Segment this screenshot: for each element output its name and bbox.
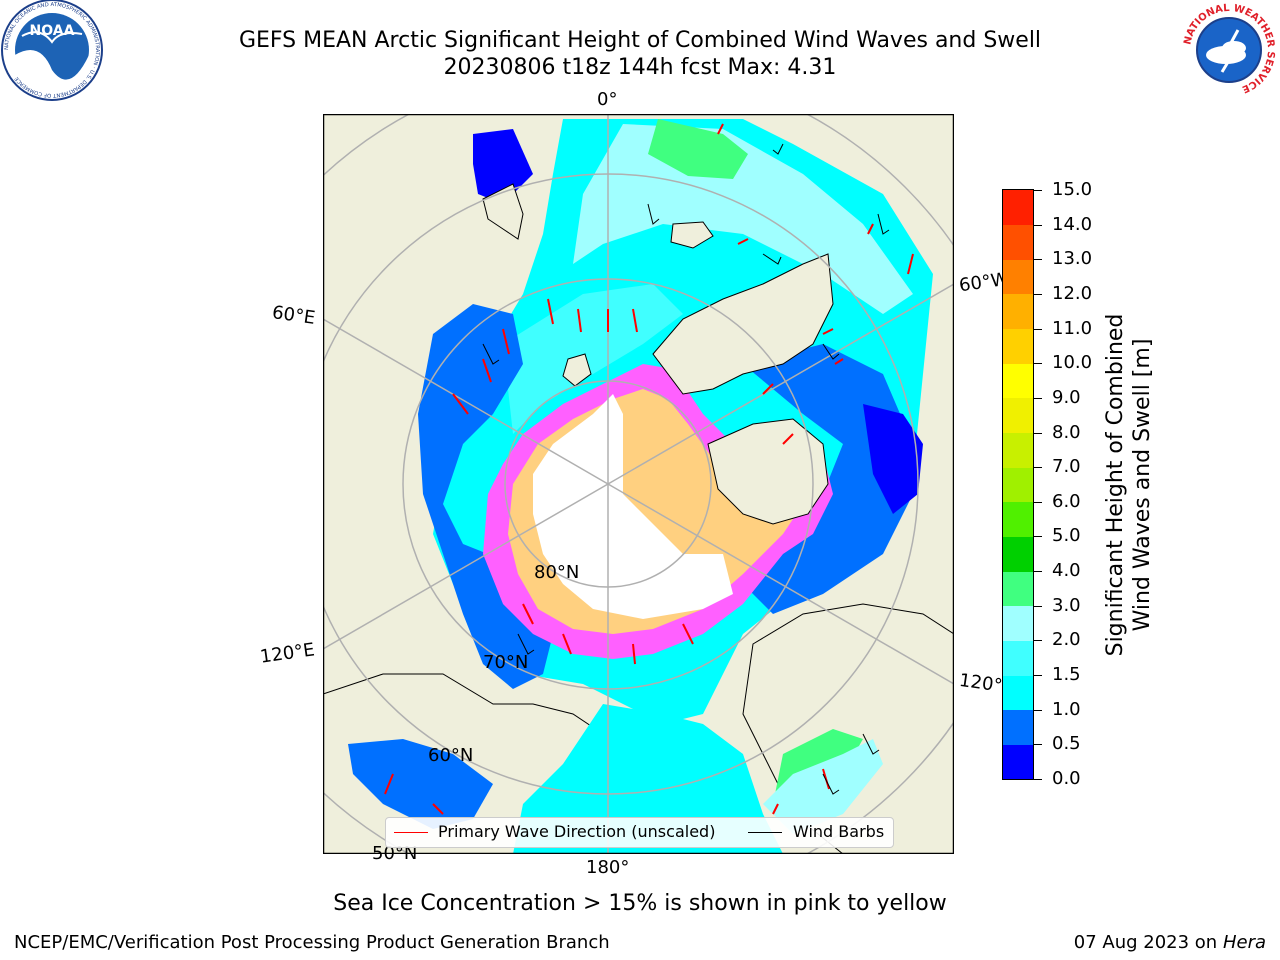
primary-wave-legend-label: Primary Wave Direction (unscaled) xyxy=(438,822,716,841)
map-legend: Primary Wave Direction (unscaled) Wind B… xyxy=(385,817,894,848)
wave-direction-arrows xyxy=(384,123,914,815)
ocean-pacific-lightblue xyxy=(763,739,883,834)
wind-barbs-legend-line xyxy=(748,832,782,833)
ocean-bering xyxy=(513,704,783,854)
colorbar-tick-label: 10.0 xyxy=(1052,352,1093,374)
primary-wave-legend-line xyxy=(394,832,428,833)
land-iceland xyxy=(670,221,714,249)
colorbar-segment xyxy=(1003,259,1033,295)
colorbar-tick-label: 8.0 xyxy=(1052,421,1081,443)
colorbar-tick xyxy=(1034,571,1042,573)
colorbar-tick-label: 0.0 xyxy=(1052,768,1081,789)
land-greenland xyxy=(652,253,834,395)
colorbar-segment xyxy=(1003,467,1033,503)
colorbar-segment xyxy=(1003,709,1033,745)
colorbar xyxy=(1002,189,1034,780)
colorbar-tick-label: 5.0 xyxy=(1052,525,1081,547)
colorbar-tick xyxy=(1034,675,1042,677)
ocean-okhotsk xyxy=(348,739,493,829)
footer-credit: NCEP/EMC/Verification Post Processing Pr… xyxy=(14,932,610,953)
colorbar-tick-label: 7.0 xyxy=(1052,456,1081,478)
colorbar-tick xyxy=(1034,397,1042,399)
lat-label-70n: 70°N xyxy=(483,652,529,673)
colorbar-tick xyxy=(1034,190,1042,191)
colorbar-segment xyxy=(1003,640,1033,676)
colorbar-tick xyxy=(1034,779,1042,780)
colorbar-tick xyxy=(1034,536,1042,538)
colorbar-tick xyxy=(1034,744,1042,746)
colorbar-label-line1: Significant Height of Combined xyxy=(1103,313,1128,657)
colorbar-label-line2: Wind Waves and Swell [m] xyxy=(1130,338,1155,632)
colorbar-tick xyxy=(1034,293,1042,295)
colorbar-tick xyxy=(1034,640,1042,642)
coastal-deep-blue xyxy=(863,404,923,514)
colorbar-segment xyxy=(1003,224,1033,260)
colorbar-tick-label: 14.0 xyxy=(1052,213,1093,235)
colorbar-label: Significant Height of Combined Wind Wave… xyxy=(1102,314,1156,657)
colorbar-segment xyxy=(1003,363,1033,399)
colorbar-segment xyxy=(1003,432,1033,468)
colorbar-segment xyxy=(1003,190,1033,226)
ocean-band-2 xyxy=(503,284,683,434)
colorbar-tick xyxy=(1034,259,1042,261)
lon-label-60e: 60°E xyxy=(270,302,317,329)
colorbar-segment xyxy=(1003,675,1033,711)
lon-label-120e: 120°E xyxy=(258,639,316,668)
noaa-logo-text: NOAA xyxy=(30,23,75,39)
land-canada-arctic xyxy=(707,418,829,525)
colorbar-tick-label: 1.5 xyxy=(1052,664,1081,686)
footer-date: 07 Aug 2023 on Hera xyxy=(1074,932,1266,953)
lat-label-60n: 60°N xyxy=(428,745,474,766)
lon-label-180: 180° xyxy=(586,857,630,878)
colorbar-segment xyxy=(1003,501,1033,537)
graticule xyxy=(323,114,954,854)
footer-host: Hera xyxy=(1222,932,1266,953)
colorbar-segment xyxy=(1003,293,1033,330)
colorbar-tick xyxy=(1034,363,1042,365)
colorbar-segment xyxy=(1003,744,1033,780)
colorbar-tick-label: 13.0 xyxy=(1052,248,1093,270)
polar-white xyxy=(533,394,733,619)
lat-label-50n: 50°N xyxy=(372,843,418,864)
arctic-wave-map xyxy=(323,114,954,854)
colorbar-tick-label: 0.5 xyxy=(1052,733,1081,755)
land-scandinavia xyxy=(482,183,524,240)
colorbar-tick xyxy=(1034,328,1042,330)
colorbar-tick xyxy=(1034,432,1042,434)
colorbar-segment xyxy=(1003,571,1033,607)
colorbar-tick-label: 11.0 xyxy=(1052,317,1093,339)
ocean-swell-3m xyxy=(648,119,748,179)
colorbar-tick-label: 15.0 xyxy=(1052,179,1093,200)
chart-subtitle: 20230806 t18z 144h fcst Max: 4.31 xyxy=(443,55,837,80)
footer-date-text: 07 Aug 2023 on xyxy=(1073,932,1218,953)
colorbar-tick xyxy=(1034,224,1042,226)
colorbar-tick-label: 3.0 xyxy=(1052,594,1081,616)
wind-barbs-legend-label: Wind Barbs xyxy=(793,822,885,841)
colorbar-tick-label: 4.0 xyxy=(1052,560,1081,582)
chart-title: GEFS MEAN Arctic Significant Height of C… xyxy=(238,28,1042,53)
nws-logo: NATIONAL WEATHER SERVICE xyxy=(1181,2,1277,98)
wind-barbs xyxy=(482,143,890,795)
colorbar-tick-label: 9.0 xyxy=(1052,386,1081,408)
lat-label-80n: 80°N xyxy=(534,562,580,583)
colorbar-tick-label: 1.0 xyxy=(1052,698,1081,720)
colorbar-tick-label: 12.0 xyxy=(1052,282,1093,304)
colorbar-segment xyxy=(1003,328,1033,364)
colorbar-tick-label: 2.0 xyxy=(1052,629,1081,651)
colorbar-segment xyxy=(1003,605,1033,641)
lon-label-0: 0° xyxy=(597,89,618,110)
colorbar-tick xyxy=(1034,605,1042,607)
colorbar-segment xyxy=(1003,397,1033,434)
land-svalbard xyxy=(562,353,592,387)
noaa-logo: NOAA NATIONAL OCEANIC AND ATMOSPHERIC AD… xyxy=(1,0,103,101)
colorbar-segment xyxy=(1003,536,1033,572)
sea-ice-note: Sea Ice Concentration > 15% is shown in … xyxy=(333,891,947,916)
coastal-deep-blue-2 xyxy=(473,129,533,204)
colorbar-tick xyxy=(1034,501,1042,503)
colorbar-tick xyxy=(1034,467,1042,469)
colorbar-tick xyxy=(1034,709,1042,711)
colorbar-tick-label: 6.0 xyxy=(1052,490,1081,512)
